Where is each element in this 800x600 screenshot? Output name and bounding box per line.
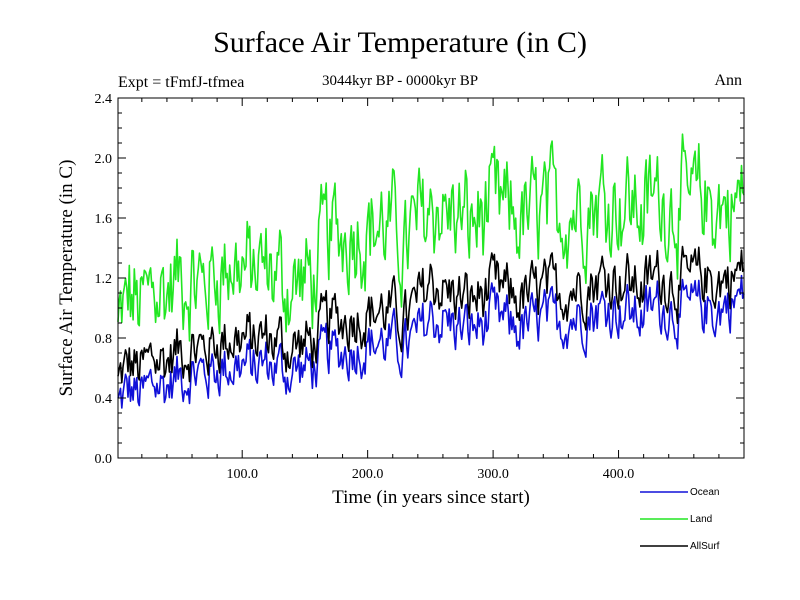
experiment-label: Expt = tFmfJ-tfmea	[118, 74, 245, 91]
legend-label-ocean: Ocean	[690, 487, 719, 498]
y-tick-label: 2.0	[95, 152, 113, 167]
series-line-allsurf	[117, 245, 745, 384]
series-line-ocean	[117, 274, 745, 409]
y-tick-label: 0.0	[95, 452, 113, 467]
period-label: Ann	[714, 72, 742, 89]
legend-label-allsurf: AllSurf	[690, 541, 720, 552]
legend: Ocean Land AllSurf	[640, 487, 720, 552]
legend-label-land: Land	[690, 514, 712, 525]
x-tick-label: 200.0	[352, 467, 384, 482]
y-tick-label: 1.2	[95, 272, 113, 287]
chart-subtitle: 3044kyr BP - 0000kyr BP	[321, 73, 479, 89]
x-tick-label: 100.0	[226, 467, 258, 482]
chart-title: Surface Air Temperature (in C)	[213, 26, 587, 59]
x-tick-label: 400.0	[603, 467, 635, 482]
series-layer	[117, 133, 745, 409]
y-tick-label: 0.8	[95, 332, 113, 347]
plot-frame	[117, 97, 745, 459]
x-tick-label: 300.0	[477, 467, 509, 482]
x-axis-title: Time (in years since start)	[332, 487, 530, 508]
y-axis-title: Surface Air Temperature (in C)	[56, 160, 77, 397]
y-tick-label: 0.4	[95, 392, 113, 407]
y-tick-label: 1.6	[95, 212, 113, 227]
axis-layer: 100.0 200.0 300.0 400.0 0.0 0.4 0.8 1.2 1.6 2.0 2.…	[95, 92, 744, 482]
y-tick-label: 2.4	[95, 92, 113, 107]
series-line-land	[117, 133, 745, 342]
